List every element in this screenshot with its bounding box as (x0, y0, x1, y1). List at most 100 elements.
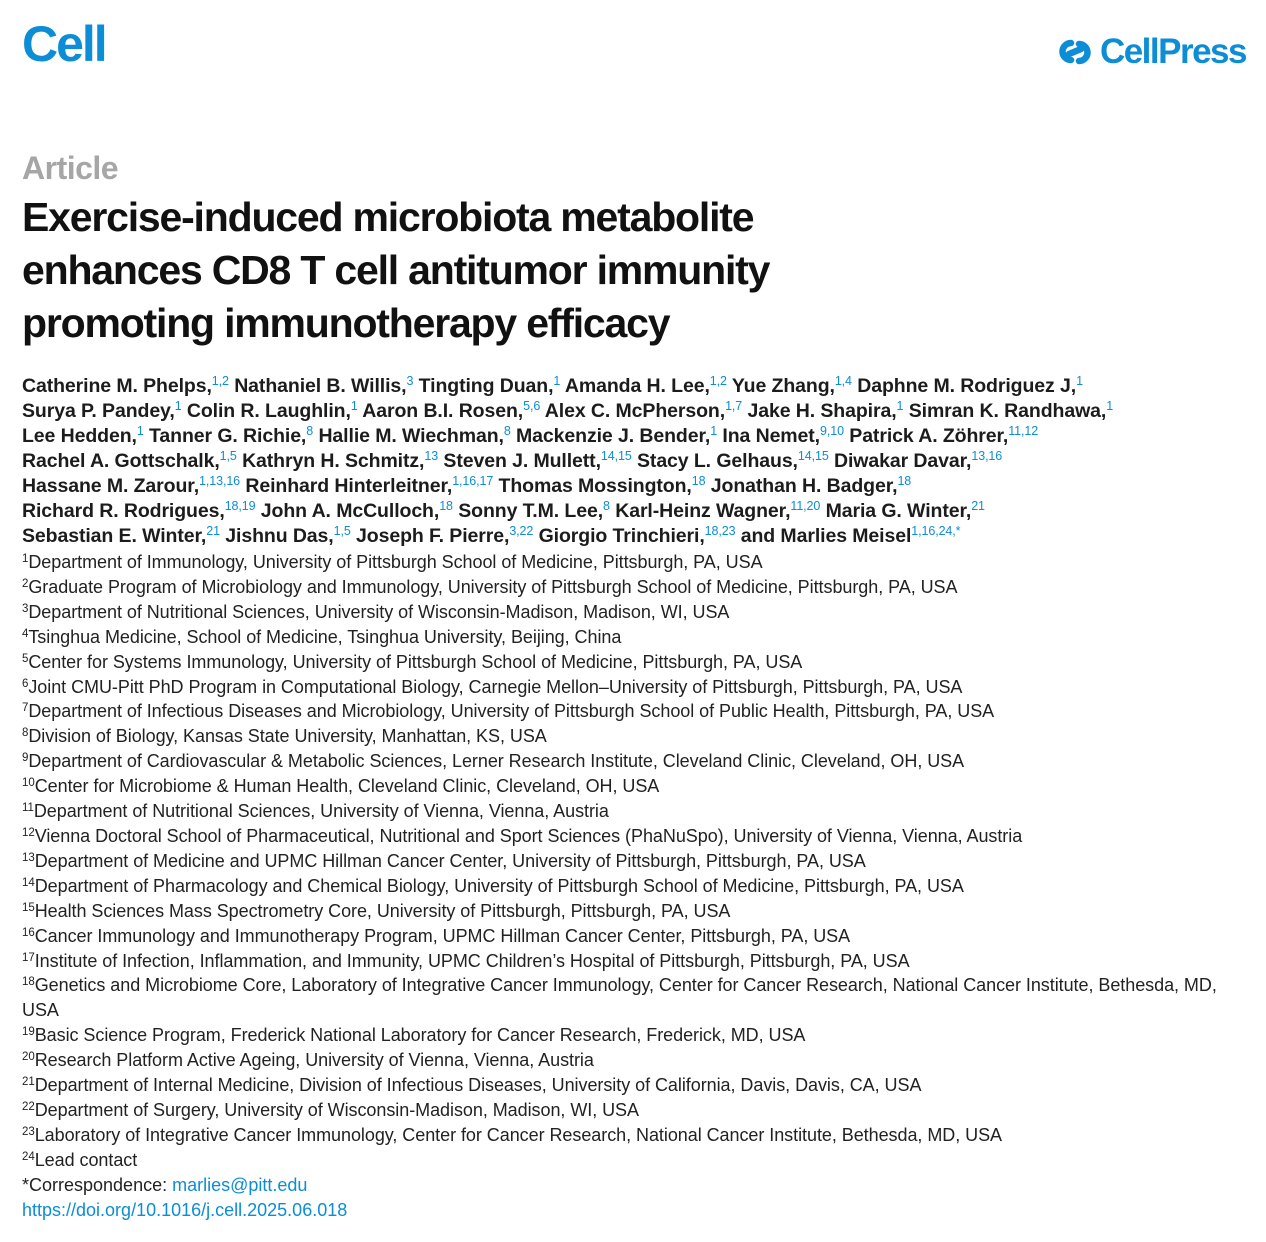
author: Aaron B.I. Rosen,5,6 (362, 400, 540, 422)
author-name: Sebastian E. Winter, (22, 525, 207, 547)
affiliation-item: 4Tsinghua Medicine, School of Medicine, … (22, 625, 1252, 650)
author-affiliation-marker[interactable]: 18,19 (224, 499, 256, 513)
author-name: Thomas Mossington, (498, 475, 692, 497)
author-affiliation-marker[interactable]: 1,13,16 (199, 474, 241, 488)
author-name: Ina Nemet, (722, 425, 821, 447)
affiliation-number: 20 (22, 1051, 35, 1064)
author-affiliation-marker[interactable]: 18,23 (704, 524, 736, 538)
author-affiliation-marker[interactable]: 18 (691, 474, 706, 488)
affiliation-item: 16Cancer Immunology and Immunotherapy Pr… (22, 924, 1252, 949)
affiliation-text: Laboratory of Integrative Cancer Immunol… (34, 1124, 1002, 1145)
author-affiliation-marker[interactable]: 14,15 (797, 449, 829, 463)
affiliation-list: 1Department of Immunology, University of… (22, 550, 1252, 1223)
author-line: Richard R. Rodrigues,18,19 John A. McCul… (22, 499, 1252, 524)
author: and Marlies Meisel1,16,24,* (741, 525, 961, 547)
author-name: Joseph F. Pierre, (356, 525, 510, 547)
author-name: Stacy L. Gelhaus, (637, 450, 798, 472)
author-affiliation-marker[interactable]: 1 (136, 424, 144, 438)
author-affiliation-marker[interactable]: 1 (896, 399, 904, 413)
affiliation-item: 9Department of Cardiovascular & Metaboli… (22, 749, 1252, 774)
author-affiliation-marker[interactable]: 3 (406, 374, 414, 388)
author-affiliation-marker[interactable]: 1,2 (709, 374, 727, 388)
affiliation-number: 19 (22, 1026, 35, 1039)
author: Sonny T.M. Lee,8 (458, 500, 610, 522)
publisher-logo: CellPress (1056, 30, 1248, 74)
author-affiliation-marker[interactable]: 21 (206, 524, 220, 538)
author-affiliation-marker[interactable]: 8 (603, 499, 610, 513)
author-affiliation-marker[interactable]: 11,20 (790, 499, 821, 513)
affiliation-number: 17 (22, 951, 35, 964)
author: Jishnu Das,1,5 (225, 524, 351, 547)
author-name: Sonny T.M. Lee, (458, 500, 604, 522)
author-affiliation-marker[interactable]: 8 (306, 424, 314, 438)
author-affiliation-marker[interactable]: 3,22 (509, 524, 534, 538)
author: Stacy L. Gelhaus,14,15 (637, 450, 829, 472)
author-affiliation-marker[interactable]: 21 (971, 499, 985, 513)
author-affiliation-marker[interactable]: 11,12 (1008, 424, 1039, 438)
author-affiliation-marker[interactable]: 18 (897, 474, 912, 488)
affiliation-number: 10 (22, 777, 35, 790)
author-affiliation-marker[interactable]: 1 (1106, 399, 1114, 413)
author-affiliation-marker[interactable]: 5,6 (523, 399, 541, 413)
affiliation-item: 18Genetics and Microbiome Core, Laborato… (22, 973, 1232, 1023)
affiliation-text: Basic Science Program, Frederick Nationa… (34, 1025, 806, 1046)
affiliation-item: 12Vienna Doctoral School of Pharmaceutic… (22, 824, 1252, 849)
author-name: and Marlies Meisel (740, 525, 912, 547)
affiliation-text: Department of Cardiovascular & Metabolic… (28, 751, 965, 772)
journal-logo: Cell (22, 16, 108, 72)
author-affiliation-marker[interactable]: 1 (350, 399, 358, 413)
author-affiliation-marker[interactable]: 13 (424, 449, 439, 463)
affiliation-text: Center for Microbiome & Human Health, Cl… (34, 776, 660, 797)
author: Tanner G. Richie,8 (149, 425, 313, 447)
author-affiliation-marker[interactable]: 1,2 (211, 374, 229, 388)
author-line: Surya P. Pandey,1 Colin R. Laughlin,1 Aa… (22, 399, 1252, 424)
author-name: John A. McCulloch, (260, 500, 440, 522)
author-affiliation-marker[interactable]: 13,16 (971, 449, 1003, 463)
author-affiliation-marker[interactable]: 18 (439, 499, 453, 513)
author-affiliation-marker[interactable]: 1 (1076, 374, 1083, 388)
author-affiliation-marker[interactable]: 14,15 (600, 449, 632, 463)
author-line: Sebastian E. Winter,21 Jishnu Das,1,5 Jo… (22, 524, 1252, 549)
affiliation-number: 3 (22, 602, 29, 615)
author: Patrick A. Zöhrer,11,12 (849, 425, 1038, 447)
author-affiliation-marker[interactable]: 1,16,17 (452, 474, 494, 488)
author-affiliation-marker[interactable]: 1,7 (725, 399, 743, 413)
affiliation-text: Joint CMU-Pitt PhD Program in Computatio… (28, 676, 963, 697)
author: Reinhard Hinterleitner,1,16,17 (245, 475, 493, 497)
author-name: Amanda H. Lee, (564, 375, 710, 397)
author-name: Jake H. Shapira, (747, 400, 897, 422)
affiliation-item: 15Health Sciences Mass Spectrometry Core… (22, 899, 1252, 924)
author: Steven J. Mullett,14,15 (443, 450, 631, 472)
correspondence: *Correspondence: marlies@pitt.edu (22, 1173, 1252, 1198)
affiliation-text: Research Platform Active Ageing, Univers… (34, 1050, 594, 1071)
affiliation-item: 17Institute of Infection, Inflammation, … (22, 949, 1252, 974)
author-affiliation-marker[interactable]: 1,5 (219, 449, 237, 463)
author: Simran K. Randhawa,1 (909, 400, 1113, 422)
author-affiliation-marker[interactable]: 1,5 (333, 524, 351, 538)
author-name: Lee Hedden, (22, 425, 137, 447)
author-affiliation-marker[interactable]: 1 (710, 424, 718, 438)
author-affiliation-marker[interactable]: 9,10 (820, 424, 844, 438)
author-affiliation-marker[interactable]: 1 (553, 374, 561, 388)
author-name: Mackenzie J. Bender, (516, 425, 711, 447)
author: Nathaniel B. Willis,3 (234, 375, 413, 397)
doi-link[interactable]: https://doi.org/10.1016/j.cell.2025.06.0… (22, 1199, 348, 1220)
title-line: enhances CD8 T cell antitumor immunity (22, 247, 770, 293)
author: Hassane M. Zarour,1,13,16 (22, 475, 240, 497)
author-affiliation-marker[interactable]: 8 (503, 424, 511, 438)
author: Mackenzie J. Bender,1 (516, 425, 717, 447)
author-affiliation-marker[interactable]: 1,16,24,* (911, 524, 961, 538)
affiliation-number: 15 (22, 901, 35, 914)
correspondence-email-link[interactable]: marlies@pitt.edu (172, 1174, 308, 1195)
author-name: Steven J. Mullett, (443, 450, 601, 472)
title-line: promoting immunotherapy efficacy (22, 300, 671, 346)
author-name: Surya P. Pandey, (22, 400, 175, 422)
cellpress-mark-icon (1059, 39, 1091, 65)
author-list: Catherine M. Phelps,1,2 Nathaniel B. Wil… (22, 374, 1252, 549)
author-name: Nathaniel B. Willis, (234, 375, 407, 397)
affiliation-text: Cancer Immunology and Immunotherapy Prog… (34, 925, 851, 946)
author-affiliation-marker[interactable]: 1,4 (834, 374, 852, 388)
author-affiliation-marker[interactable]: 1 (174, 399, 182, 413)
affiliation-text: Genetics and Microbiome Core, Laboratory… (22, 975, 1217, 1021)
title-line: Exercise-induced microbiota metabolite (22, 194, 755, 240)
